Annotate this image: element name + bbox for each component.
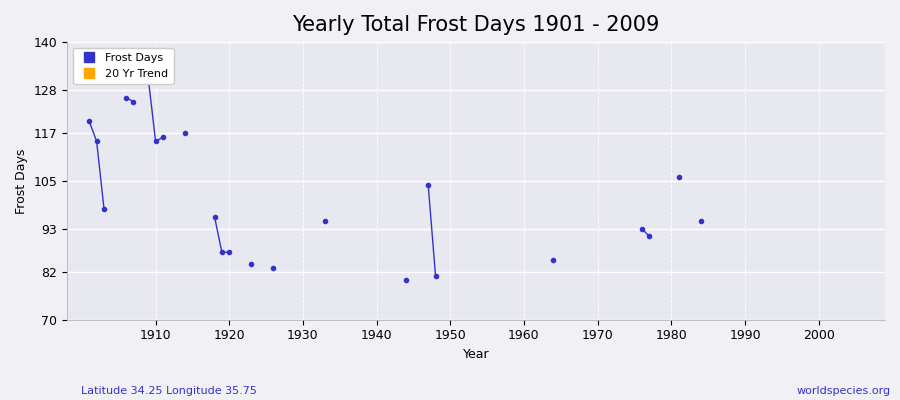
Text: worldspecies.org: worldspecies.org: [796, 386, 891, 396]
Legend: Frost Days, 20 Yr Trend: Frost Days, 20 Yr Trend: [73, 48, 174, 84]
X-axis label: Year: Year: [463, 348, 490, 361]
Y-axis label: Frost Days: Frost Days: [15, 148, 28, 214]
Text: Latitude 34.25 Longitude 35.75: Latitude 34.25 Longitude 35.75: [81, 386, 256, 396]
Title: Yearly Total Frost Days 1901 - 2009: Yearly Total Frost Days 1901 - 2009: [292, 15, 660, 35]
